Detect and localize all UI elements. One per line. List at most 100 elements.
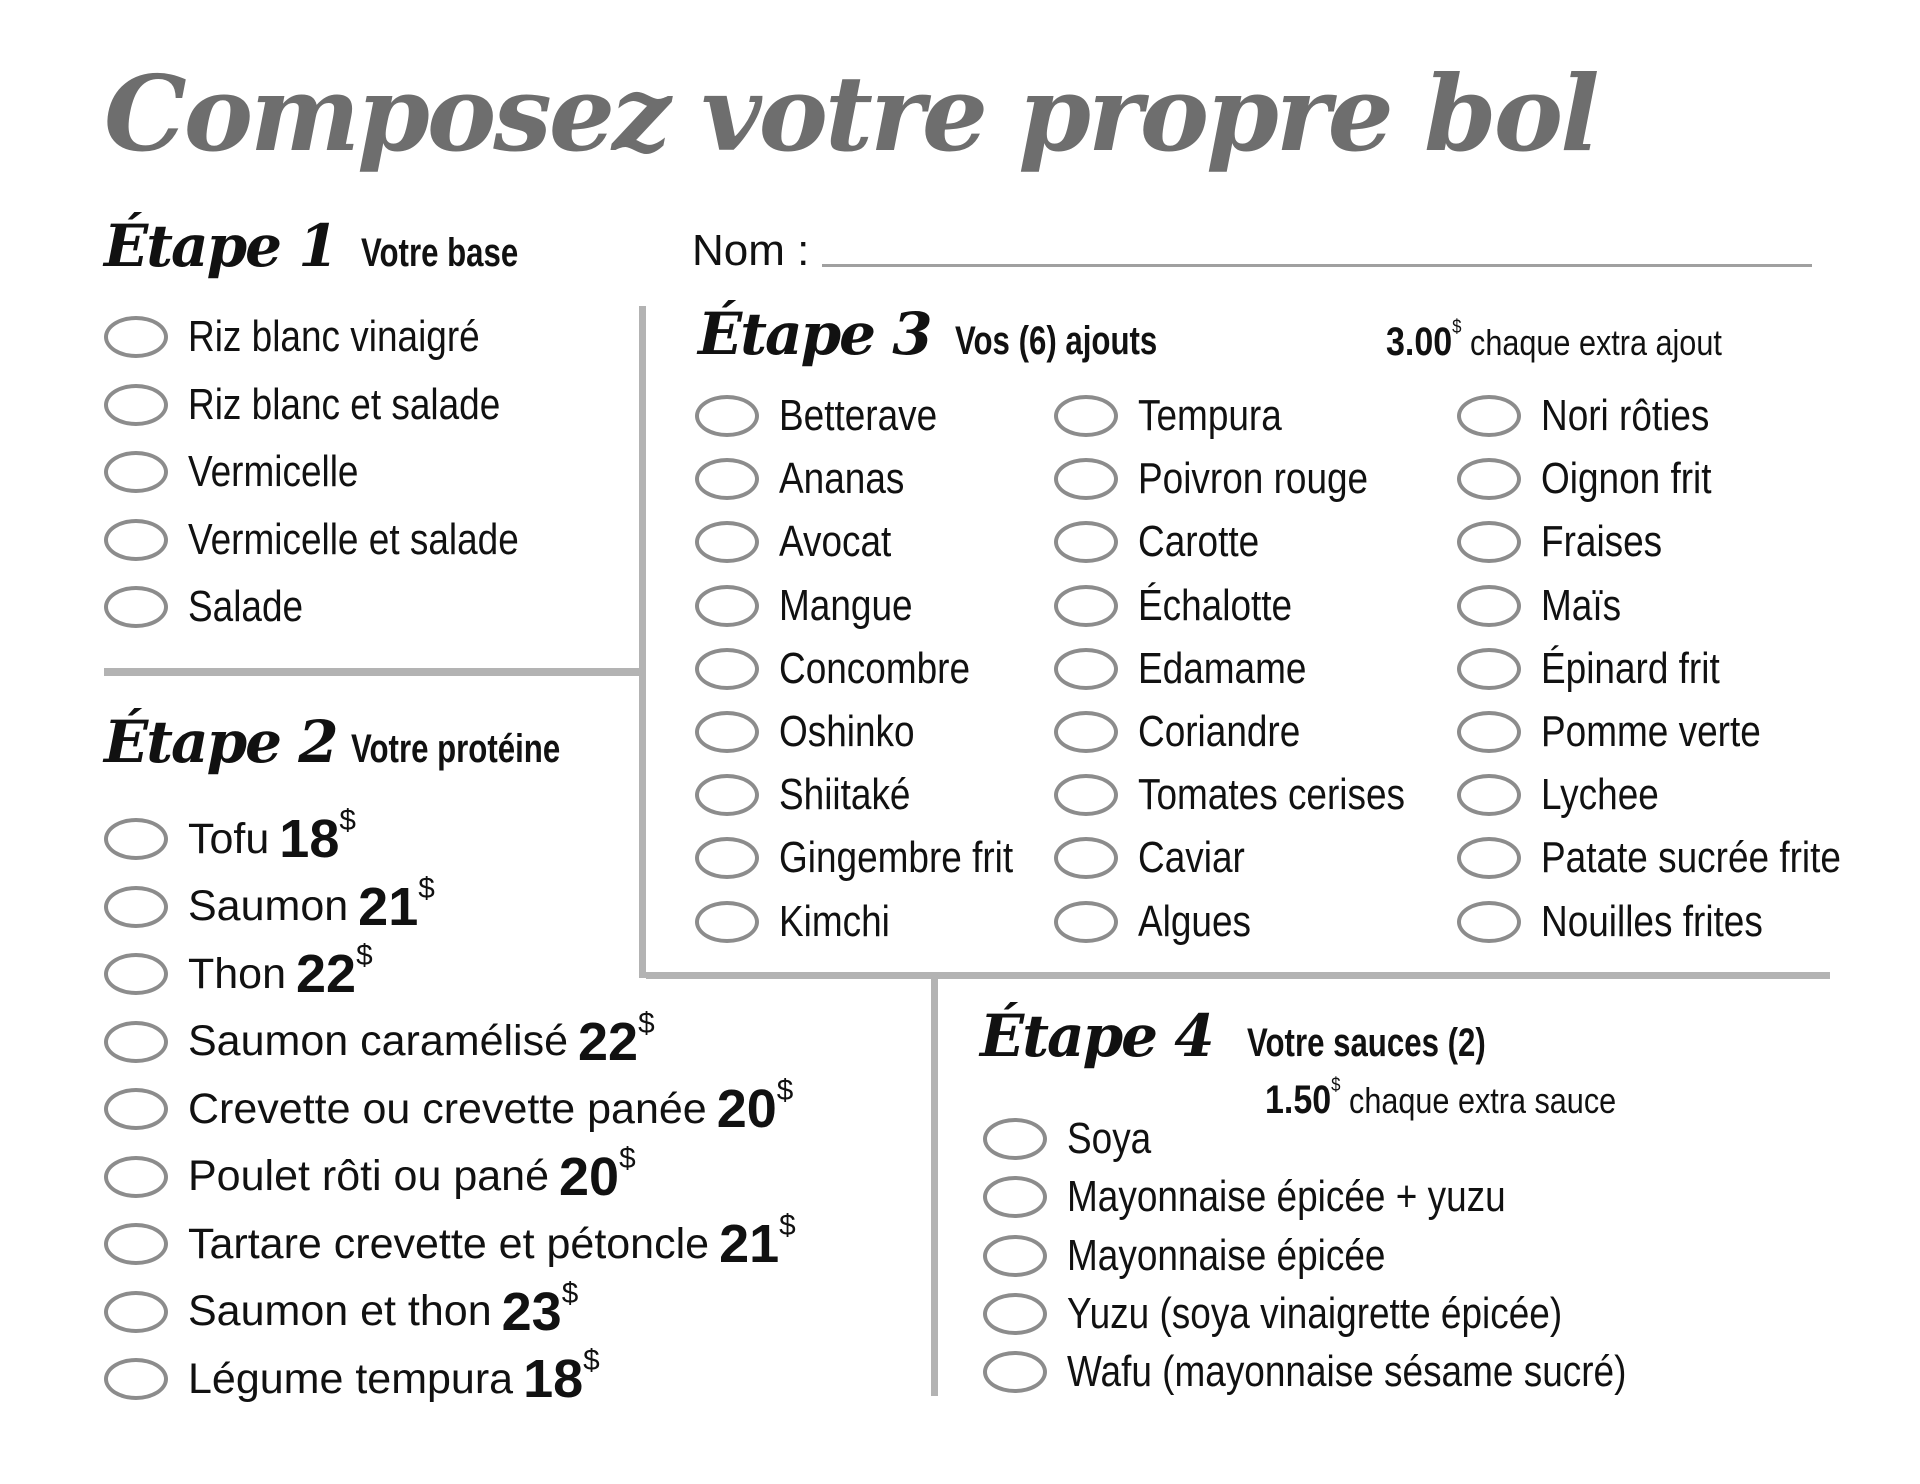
option-item[interactable]: Lychee xyxy=(1457,770,1681,820)
option-item[interactable]: Nouilles frites xyxy=(1457,897,1805,947)
radio-circle-icon[interactable] xyxy=(1457,774,1521,817)
radio-circle-icon[interactable] xyxy=(1054,458,1118,501)
option-item[interactable]: Saumon 21$ xyxy=(104,872,435,938)
radio-circle-icon[interactable] xyxy=(695,521,759,564)
radio-circle-icon[interactable] xyxy=(983,1351,1047,1394)
radio-circle-icon[interactable] xyxy=(104,953,168,995)
radio-circle-icon[interactable] xyxy=(695,711,759,753)
radio-circle-icon[interactable] xyxy=(695,774,759,817)
radio-circle-icon[interactable] xyxy=(104,1358,168,1400)
option-price: 21$ xyxy=(358,872,435,938)
radio-circle-icon[interactable] xyxy=(1457,584,1521,627)
option-item[interactable]: Algues xyxy=(1054,897,1273,947)
option-item[interactable]: Mangue xyxy=(695,581,938,631)
option-item[interactable]: Légume tempura 18$ xyxy=(104,1344,600,1410)
option-item[interactable]: Shiitaké xyxy=(695,770,936,820)
option-item[interactable]: Riz blanc vinaigré xyxy=(104,312,535,362)
option-item[interactable]: Fraises xyxy=(1457,517,1685,567)
radio-circle-icon[interactable] xyxy=(1054,395,1118,437)
radio-circle-icon[interactable] xyxy=(983,1176,1047,1219)
price-value: 20 xyxy=(716,1079,777,1139)
option-item[interactable]: Tempura xyxy=(1054,391,1309,441)
option-item[interactable]: Salade xyxy=(104,582,325,632)
radio-circle-icon[interactable] xyxy=(983,1292,1047,1335)
option-item[interactable]: Échalotte xyxy=(1054,581,1321,631)
name-input[interactable] xyxy=(822,264,1812,267)
option-item[interactable]: Nori rôties xyxy=(1457,391,1742,441)
option-item[interactable]: Concombre xyxy=(695,644,1006,694)
option-item[interactable]: Soya xyxy=(983,1114,1167,1164)
option-item[interactable]: Ananas xyxy=(695,454,928,504)
option-item[interactable]: Kimchi xyxy=(695,897,911,947)
radio-circle-icon[interactable] xyxy=(104,316,168,358)
radio-circle-icon[interactable] xyxy=(1054,584,1118,627)
radio-circle-icon[interactable] xyxy=(695,900,759,943)
option-item[interactable]: Épinard frit xyxy=(1457,644,1754,694)
option-item[interactable]: Vermicelle xyxy=(104,447,391,497)
radio-circle-icon[interactable] xyxy=(104,383,168,426)
option-item[interactable]: Riz blanc et salade xyxy=(104,380,560,430)
option-item[interactable]: Oignon frit xyxy=(1457,454,1744,504)
option-item[interactable]: Yuzu (soya vinaigrette épicée) xyxy=(983,1289,1656,1339)
radio-circle-icon[interactable] xyxy=(1457,711,1521,753)
option-item[interactable]: Vermicelle et salade xyxy=(104,515,582,565)
radio-circle-icon[interactable] xyxy=(104,1088,168,1130)
option-label: Tomates cerises xyxy=(1138,770,1406,820)
option-label: Légume tempura xyxy=(188,1354,514,1403)
radio-circle-icon[interactable] xyxy=(983,1118,1047,1160)
radio-circle-icon[interactable] xyxy=(1457,521,1521,564)
option-label: Maïs xyxy=(1541,580,1622,630)
option-item[interactable]: Saumon et thon 23$ xyxy=(104,1277,578,1343)
option-label: Concombre xyxy=(779,643,971,693)
option-item[interactable]: Poulet rôti ou pané 20$ xyxy=(104,1142,636,1208)
radio-circle-icon[interactable] xyxy=(695,837,759,880)
radio-circle-icon[interactable] xyxy=(1054,647,1118,690)
option-item[interactable]: Mayonnaise épicée xyxy=(983,1231,1446,1281)
option-item[interactable]: Tofu 18$ xyxy=(104,804,356,870)
option-item[interactable]: Betterave xyxy=(695,391,967,441)
option-item[interactable]: Tomates cerises xyxy=(1054,770,1456,820)
radio-circle-icon[interactable] xyxy=(1054,900,1118,943)
radio-circle-icon[interactable] xyxy=(104,518,168,561)
radio-circle-icon[interactable] xyxy=(1457,458,1521,501)
option-item[interactable]: Poivron rouge xyxy=(1054,454,1412,504)
option-item[interactable]: Pomme verte xyxy=(1457,707,1803,757)
option-item[interactable]: Thon 22$ xyxy=(104,939,373,1005)
radio-circle-icon[interactable] xyxy=(1457,647,1521,690)
radio-circle-icon[interactable] xyxy=(104,818,168,860)
radio-circle-icon[interactable] xyxy=(695,395,759,437)
option-item[interactable]: Wafu (mayonnaise sésame sucré) xyxy=(983,1347,1733,1397)
radio-circle-icon[interactable] xyxy=(1054,521,1118,564)
radio-circle-icon[interactable] xyxy=(1054,774,1118,817)
radio-circle-icon[interactable] xyxy=(1457,395,1521,437)
option-item[interactable]: Caviar xyxy=(1054,833,1265,883)
radio-circle-icon[interactable] xyxy=(1457,837,1521,880)
option-item[interactable]: Oshinko xyxy=(695,707,940,757)
option-item[interactable]: Tartare crevette et pétoncle 21$ xyxy=(104,1209,796,1275)
radio-circle-icon[interactable] xyxy=(983,1234,1047,1277)
radio-circle-icon[interactable] xyxy=(104,885,168,928)
option-price: 18$ xyxy=(279,804,356,870)
radio-circle-icon[interactable] xyxy=(1457,900,1521,943)
option-item[interactable]: Gingembre frit xyxy=(695,833,1058,883)
radio-circle-icon[interactable] xyxy=(104,586,168,628)
radio-circle-icon[interactable] xyxy=(104,1020,168,1063)
option-item[interactable]: Crevette ou crevette panée 20$ xyxy=(104,1074,793,1140)
radio-circle-icon[interactable] xyxy=(104,1155,168,1198)
radio-circle-icon[interactable] xyxy=(695,647,759,690)
radio-circle-icon[interactable] xyxy=(695,584,759,627)
option-item[interactable]: Edamame xyxy=(1054,644,1339,694)
radio-circle-icon[interactable] xyxy=(1054,837,1118,880)
option-item[interactable]: Avocat xyxy=(695,517,913,567)
option-item[interactable]: Mayonnaise épicée + yuzu xyxy=(983,1172,1589,1222)
radio-circle-icon[interactable] xyxy=(104,451,168,493)
radio-circle-icon[interactable] xyxy=(1054,711,1118,753)
option-item[interactable]: Coriandre xyxy=(1054,707,1331,757)
radio-circle-icon[interactable] xyxy=(104,1223,168,1265)
radio-circle-icon[interactable] xyxy=(695,458,759,501)
radio-circle-icon[interactable] xyxy=(104,1290,168,1333)
option-item[interactable]: Maïs xyxy=(1457,581,1636,631)
option-item[interactable]: Patate sucrée frite xyxy=(1457,833,1898,883)
option-item[interactable]: Carotte xyxy=(1054,517,1282,567)
option-item[interactable]: Saumon caramélisé 22$ xyxy=(104,1007,655,1073)
